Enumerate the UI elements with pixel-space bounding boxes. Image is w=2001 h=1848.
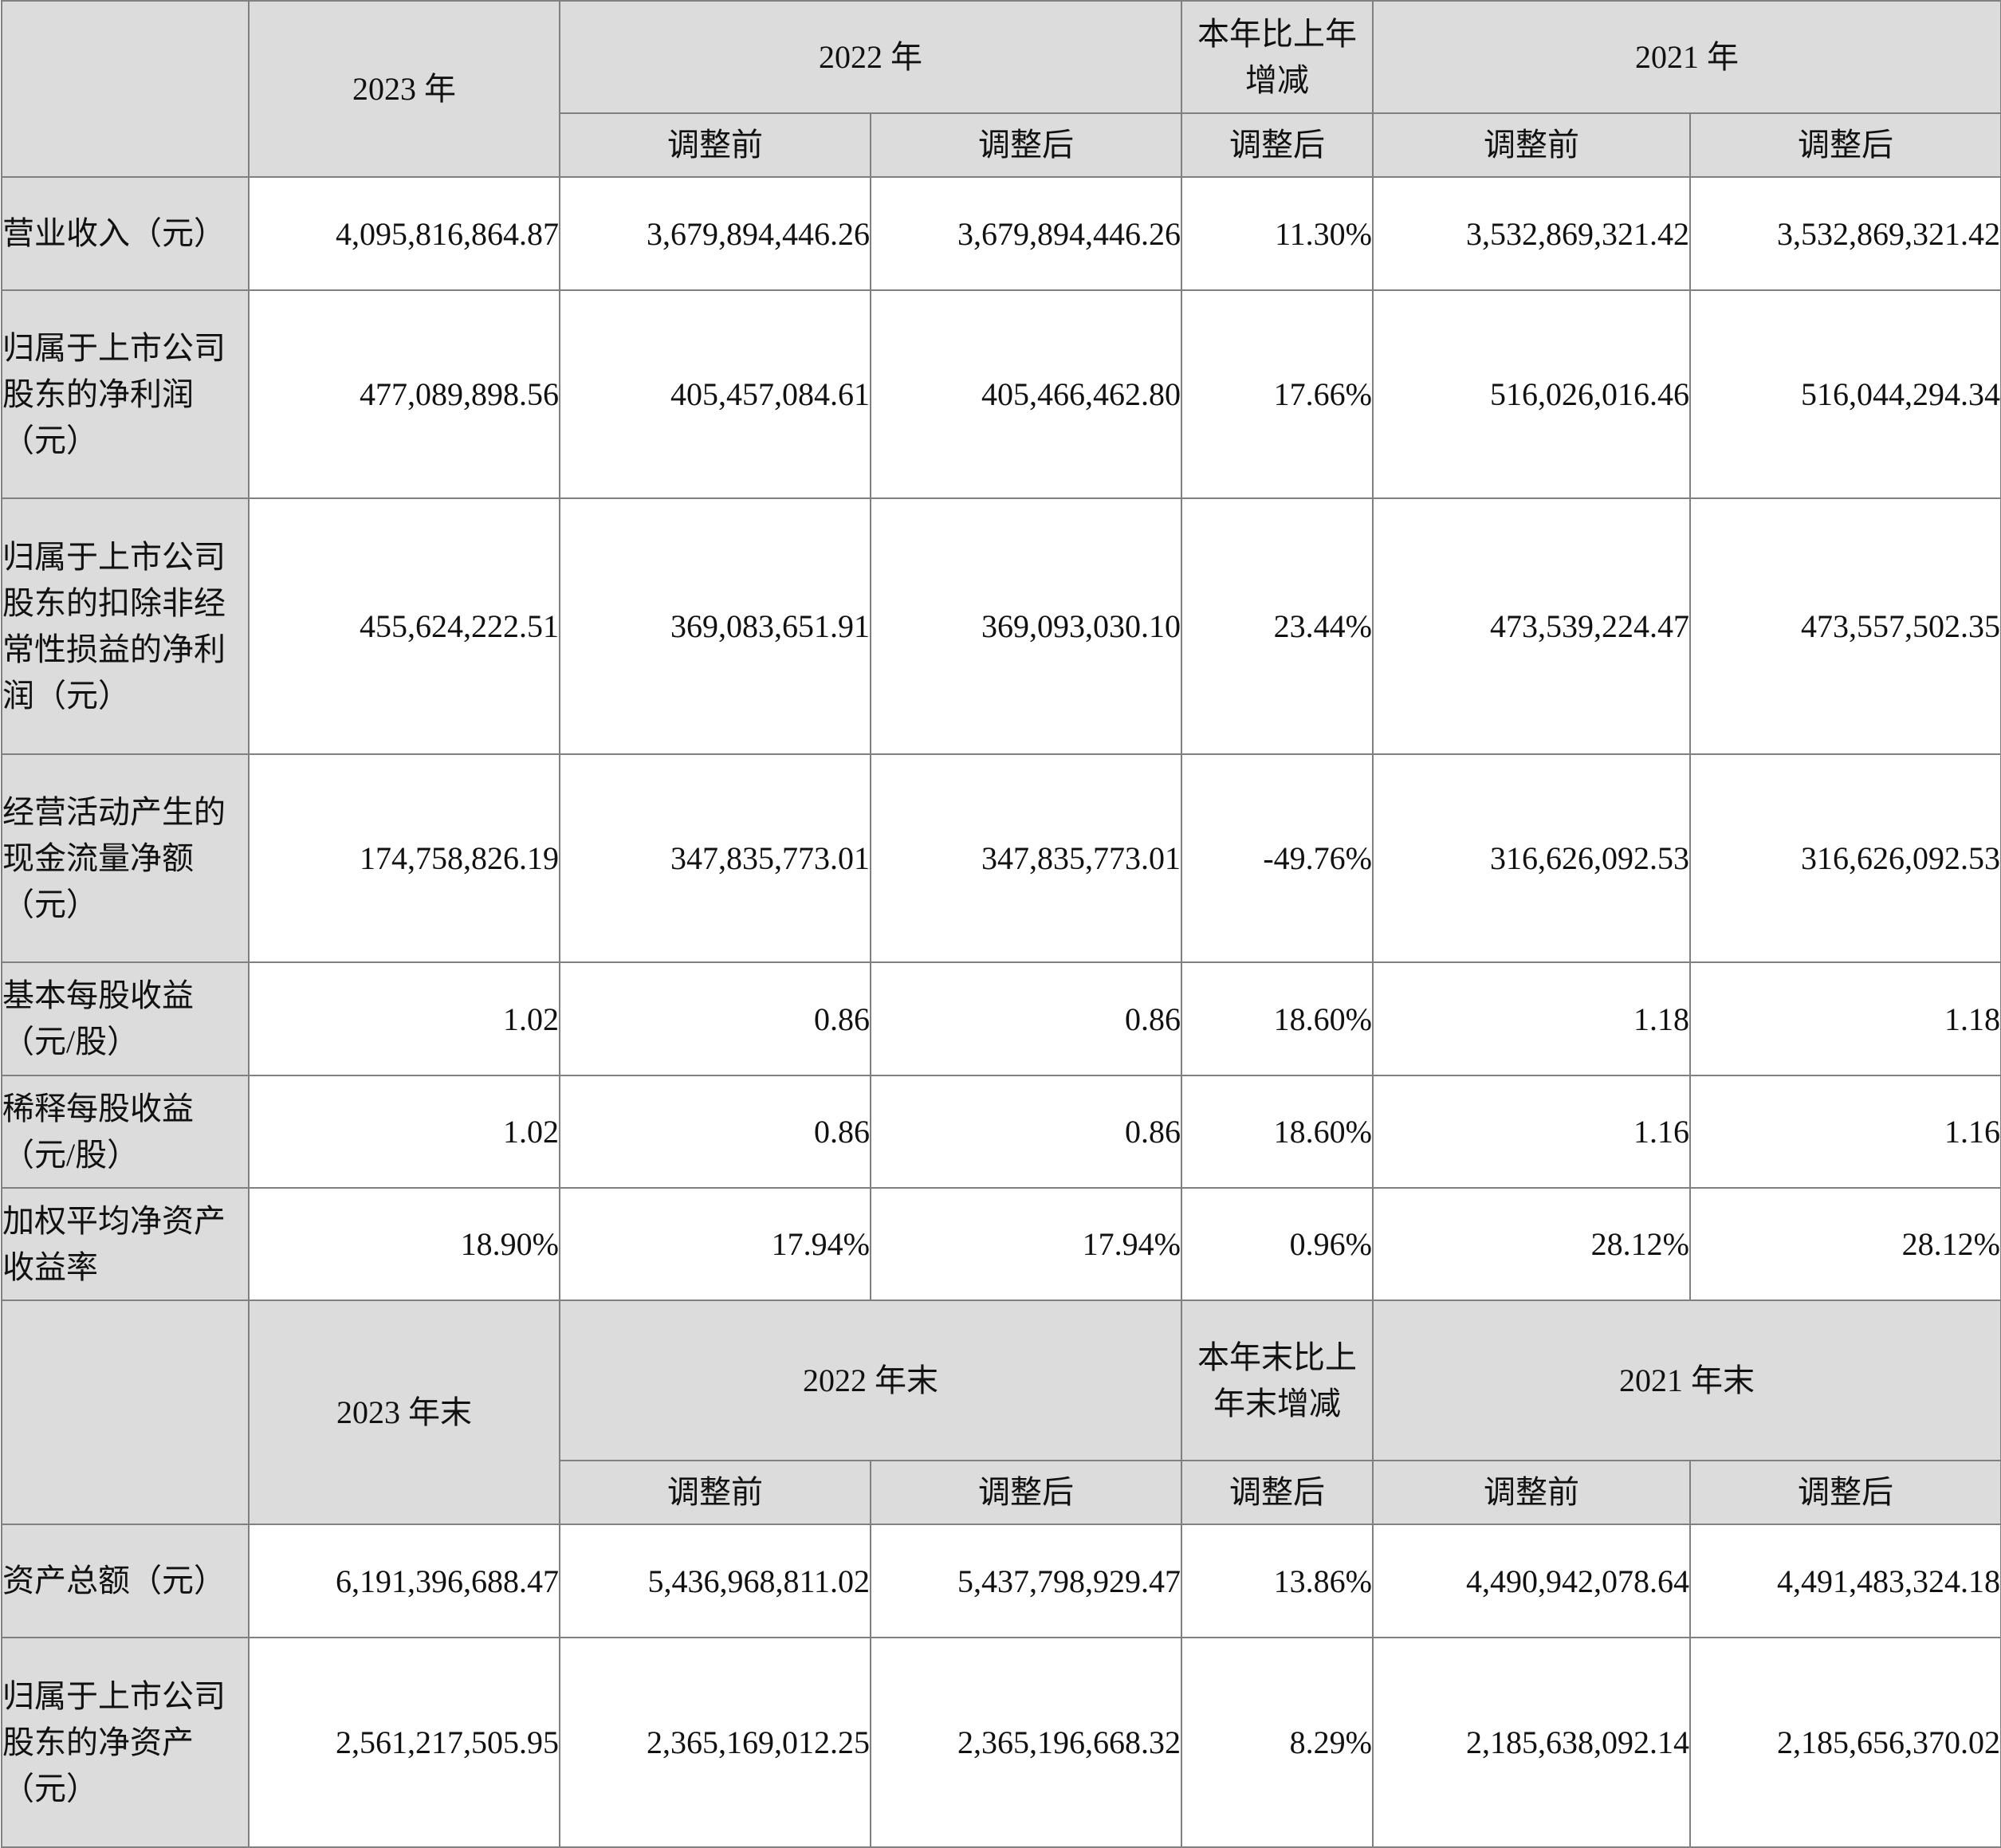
table-row: 归属于上市公司股东的净利润（元） 477,089,898.56 405,457,… xyxy=(1,289,2001,499)
table-row: 基本每股收益（元/股） 1.02 0.86 0.86 18.60% 1.18 1… xyxy=(1,961,2001,1076)
value-2022-before: 0.86 xyxy=(559,1075,871,1189)
value-change: 0.96% xyxy=(1181,1187,1374,1301)
value-2023: 1.02 xyxy=(248,961,560,1076)
value-2022-end-before: 2,365,169,012.25 xyxy=(559,1637,871,1848)
header-2021-before: 调整前 xyxy=(1372,112,1691,178)
value-2021-after: 1.16 xyxy=(1689,1075,2001,1189)
table-row: 归属于上市公司股东的扣除非经常性损益的净利润（元） 455,624,222.51… xyxy=(1,497,2001,755)
value-2023: 174,758,826.19 xyxy=(248,753,560,963)
header-2022-before: 调整前 xyxy=(559,112,871,178)
value-2021-after: 28.12% xyxy=(1689,1187,2001,1301)
header-2021-end: 2021 年末 xyxy=(1372,1299,2001,1461)
balance-header-row-1: 2023 年末 2022 年末 本年末比上年末增减 2021 年末 xyxy=(1,1299,2001,1525)
header-change-end-after: 调整后 xyxy=(1181,1460,1374,1525)
balance-header-row-2: 调整前 调整后 调整后 调整前 调整后 xyxy=(2,1460,2001,1525)
header-2021-end-before: 调整前 xyxy=(1372,1460,1691,1525)
value-2021-before: 316,626,092.53 xyxy=(1372,753,1691,963)
header-2021-after: 调整后 xyxy=(1689,112,2001,178)
value-2021-end-after: 4,491,483,324.18 xyxy=(1689,1524,2001,1638)
income-header-row-1: 2023 年 2022 年 本年比上年增减 2021 年 xyxy=(1,0,2001,178)
value-2023: 477,089,898.56 xyxy=(248,289,560,499)
table-row: 资产总额（元） 6,191,396,688.47 5,436,968,811.0… xyxy=(1,1524,2001,1638)
income-header-row-2: 调整前 调整后 调整后 调整前 调整后 xyxy=(2,112,2001,178)
value-2022-after: 17.94% xyxy=(870,1187,1182,1301)
value-change: 17.66% xyxy=(1181,289,1374,499)
value-2022-before: 0.86 xyxy=(559,961,871,1076)
header-2022-end-before: 调整前 xyxy=(559,1460,871,1525)
balance-header-corner xyxy=(1,1299,250,1525)
value-2022-before: 17.94% xyxy=(559,1187,871,1301)
value-2022-before: 347,835,773.01 xyxy=(559,753,871,963)
value-2023: 4,095,816,864.87 xyxy=(248,176,560,291)
header-change-end: 本年末比上年末增减 xyxy=(1181,1299,1374,1461)
value-2022-after: 405,466,462.80 xyxy=(870,289,1182,499)
value-2021-end-after: 2,185,656,370.02 xyxy=(1689,1637,2001,1848)
row-label: 资产总额（元） xyxy=(1,1524,250,1638)
row-label: 加权平均净资产收益率 xyxy=(1,1187,250,1301)
value-2021-before: 1.16 xyxy=(1372,1075,1691,1189)
header-2022-end-after: 调整后 xyxy=(870,1460,1182,1525)
value-2022-after: 369,093,030.10 xyxy=(870,497,1182,755)
header-2023: 2023 年 xyxy=(248,0,560,178)
value-2023-end: 6,191,396,688.47 xyxy=(248,1524,560,1638)
value-2023: 18.90% xyxy=(248,1187,560,1301)
value-2023-end: 2,561,217,505.95 xyxy=(248,1637,560,1848)
header-change-after: 调整后 xyxy=(1181,112,1374,178)
table-row: 经营活动产生的现金流量净额（元） 174,758,826.19 347,835,… xyxy=(1,753,2001,963)
value-2022-after: 347,835,773.01 xyxy=(870,753,1182,963)
value-2021-after: 473,557,502.35 xyxy=(1689,497,2001,755)
row-label: 基本每股收益（元/股） xyxy=(1,961,250,1076)
header-2021: 2021 年 xyxy=(1372,0,2001,114)
value-2022-after: 0.86 xyxy=(870,1075,1182,1189)
row-label: 归属于上市公司股东的扣除非经常性损益的净利润（元） xyxy=(1,497,250,755)
value-2022-end-before: 5,436,968,811.02 xyxy=(559,1524,871,1638)
value-2023: 1.02 xyxy=(248,1075,560,1189)
header-2021-end-after: 调整后 xyxy=(1689,1460,2001,1525)
table-row: 营业收入（元） 4,095,816,864.87 3,679,894,446.2… xyxy=(1,176,2001,291)
value-change-end: 13.86% xyxy=(1181,1524,1374,1638)
row-label: 稀释每股收益（元/股） xyxy=(1,1075,250,1189)
header-2022-after: 调整后 xyxy=(870,112,1182,178)
value-2021-end-before: 4,490,942,078.64 xyxy=(1372,1524,1691,1638)
value-change: -49.76% xyxy=(1181,753,1374,963)
value-2022-after: 3,679,894,446.26 xyxy=(870,176,1182,291)
row-label: 经营活动产生的现金流量净额（元） xyxy=(1,753,250,963)
value-2021-after: 1.18 xyxy=(1689,961,2001,1076)
table-row: 归属于上市公司股东的净资产（元） 2,561,217,505.95 2,365,… xyxy=(1,1637,2001,1848)
value-2022-end-after: 2,365,196,668.32 xyxy=(870,1637,1182,1848)
table-row: 加权平均净资产收益率 18.90% 17.94% 17.94% 0.96% 28… xyxy=(1,1187,2001,1301)
row-label: 营业收入（元） xyxy=(1,176,250,291)
value-change: 18.60% xyxy=(1181,1075,1374,1189)
value-2021-end-before: 2,185,638,092.14 xyxy=(1372,1637,1691,1848)
value-2021-after: 3,532,869,321.42 xyxy=(1689,176,2001,291)
value-change-end: 8.29% xyxy=(1181,1637,1374,1848)
value-2021-before: 3,532,869,321.42 xyxy=(1372,176,1691,291)
value-2021-after: 516,044,294.34 xyxy=(1689,289,2001,499)
value-2022-before: 405,457,084.61 xyxy=(559,289,871,499)
value-change: 23.44% xyxy=(1181,497,1374,755)
value-change: 11.30% xyxy=(1181,176,1374,291)
row-label: 归属于上市公司股东的净资产（元） xyxy=(1,1637,250,1848)
value-2021-before: 28.12% xyxy=(1372,1187,1691,1301)
header-change: 本年比上年增减 xyxy=(1181,0,1374,114)
value-2021-before: 516,026,016.46 xyxy=(1372,289,1691,499)
header-2022-end: 2022 年末 xyxy=(559,1299,1182,1461)
value-2022-after: 0.86 xyxy=(870,961,1182,1076)
value-2022-end-after: 5,437,798,929.47 xyxy=(870,1524,1182,1638)
header-2023-end: 2023 年末 xyxy=(248,1299,560,1525)
value-2021-before: 1.18 xyxy=(1372,961,1691,1076)
table-row: 稀释每股收益（元/股） 1.02 0.86 0.86 18.60% 1.16 1… xyxy=(1,1075,2001,1189)
value-2023: 455,624,222.51 xyxy=(248,497,560,755)
value-2021-before: 473,539,224.47 xyxy=(1372,497,1691,755)
value-2022-before: 3,679,894,446.26 xyxy=(559,176,871,291)
header-2022: 2022 年 xyxy=(559,0,1182,114)
row-label: 归属于上市公司股东的净利润（元） xyxy=(1,289,250,499)
value-change: 18.60% xyxy=(1181,961,1374,1076)
income-header-corner xyxy=(1,0,250,178)
value-2021-after: 316,626,092.53 xyxy=(1689,753,2001,963)
value-2022-before: 369,083,651.91 xyxy=(559,497,871,755)
